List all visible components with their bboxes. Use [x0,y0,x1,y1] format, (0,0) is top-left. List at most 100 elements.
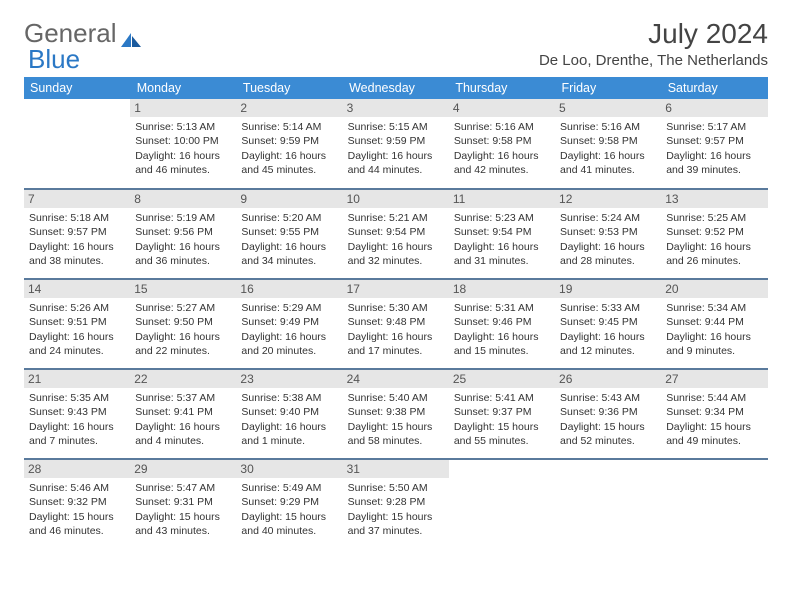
day-cell: 15Sunrise: 5:27 AMSunset: 9:50 PMDayligh… [130,279,236,369]
day-cell: 7Sunrise: 5:18 AMSunset: 9:57 PMDaylight… [24,189,130,279]
day-cell: 2Sunrise: 5:14 AMSunset: 9:59 PMDaylight… [236,99,342,189]
day-cell: 6Sunrise: 5:17 AMSunset: 9:57 PMDaylight… [661,99,767,189]
day-number: 31 [343,460,449,478]
sunrise-text: Sunrise: 5:31 AM [454,301,550,315]
daylight-text: Daylight: 16 hours and 45 minutes. [241,149,337,177]
day-number: 16 [236,280,342,298]
sunrise-text: Sunrise: 5:13 AM [135,120,231,134]
day-number: 27 [661,370,767,388]
sunrise-text: Sunrise: 5:30 AM [348,301,444,315]
day-number: 29 [130,460,236,478]
sunrise-text: Sunrise: 5:34 AM [666,301,762,315]
day-number: 28 [24,460,130,478]
weekday-saturday: Saturday [661,77,767,99]
sunrise-text: Sunrise: 5:50 AM [348,481,444,495]
daylight-text: Daylight: 16 hours and 44 minutes. [348,149,444,177]
sunrise-text: Sunrise: 5:35 AM [29,391,125,405]
day-cell: 31Sunrise: 5:50 AMSunset: 9:28 PMDayligh… [343,459,449,549]
sunrise-text: Sunrise: 5:44 AM [666,391,762,405]
daylight-text: Daylight: 16 hours and 22 minutes. [135,330,231,358]
day-cell: 12Sunrise: 5:24 AMSunset: 9:53 PMDayligh… [555,189,661,279]
sunrise-text: Sunrise: 5:33 AM [560,301,656,315]
daylight-text: Daylight: 16 hours and 12 minutes. [560,330,656,358]
daylight-text: Daylight: 15 hours and 37 minutes. [348,510,444,538]
day-number: 12 [555,190,661,208]
sunrise-text: Sunrise: 5:41 AM [454,391,550,405]
daylight-text: Daylight: 16 hours and 38 minutes. [29,240,125,268]
day-number: 10 [343,190,449,208]
day-number: 30 [236,460,342,478]
day-number: 25 [449,370,555,388]
weekday-thursday: Thursday [449,77,555,99]
day-number: 21 [24,370,130,388]
day-cell: 14Sunrise: 5:26 AMSunset: 9:51 PMDayligh… [24,279,130,369]
day-cell [449,459,555,549]
daylight-text: Daylight: 16 hours and 31 minutes. [454,240,550,268]
sunrise-text: Sunrise: 5:47 AM [135,481,231,495]
sunset-text: Sunset: 9:59 PM [348,134,444,148]
title-block: July 2024 De Loo, Drenthe, The Netherlan… [539,18,768,69]
day-number: 7 [24,190,130,208]
day-cell: 27Sunrise: 5:44 AMSunset: 9:34 PMDayligh… [661,369,767,459]
daylight-text: Daylight: 16 hours and 28 minutes. [560,240,656,268]
daylight-text: Daylight: 15 hours and 52 minutes. [560,420,656,448]
sunset-text: Sunset: 9:49 PM [241,315,337,329]
day-number: 5 [555,99,661,117]
day-cell: 4Sunrise: 5:16 AMSunset: 9:58 PMDaylight… [449,99,555,189]
sunrise-text: Sunrise: 5:43 AM [560,391,656,405]
sunset-text: Sunset: 9:45 PM [560,315,656,329]
day-cell: 9Sunrise: 5:20 AMSunset: 9:55 PMDaylight… [236,189,342,279]
day-cell: 13Sunrise: 5:25 AMSunset: 9:52 PMDayligh… [661,189,767,279]
daylight-text: Daylight: 16 hours and 17 minutes. [348,330,444,358]
sunrise-text: Sunrise: 5:25 AM [666,211,762,225]
sunset-text: Sunset: 9:44 PM [666,315,762,329]
daylight-text: Daylight: 15 hours and 58 minutes. [348,420,444,448]
daylight-text: Daylight: 16 hours and 4 minutes. [135,420,231,448]
weekday-tuesday: Tuesday [236,77,342,99]
sunset-text: Sunset: 9:57 PM [666,134,762,148]
day-cell: 5Sunrise: 5:16 AMSunset: 9:58 PMDaylight… [555,99,661,189]
daylight-text: Daylight: 16 hours and 7 minutes. [29,420,125,448]
weekday-wednesday: Wednesday [343,77,449,99]
daylight-text: Daylight: 16 hours and 46 minutes. [135,149,231,177]
daylight-text: Daylight: 15 hours and 55 minutes. [454,420,550,448]
sunset-text: Sunset: 9:41 PM [135,405,231,419]
daylight-text: Daylight: 16 hours and 42 minutes. [454,149,550,177]
calendar-table: SundayMondayTuesdayWednesdayThursdayFrid… [24,77,768,549]
sunset-text: Sunset: 9:52 PM [666,225,762,239]
sunrise-text: Sunrise: 5:27 AM [135,301,231,315]
sunset-text: Sunset: 9:37 PM [454,405,550,419]
day-number: 6 [661,99,767,117]
daylight-text: Daylight: 15 hours and 49 minutes. [666,420,762,448]
day-cell: 1Sunrise: 5:13 AMSunset: 10:00 PMDayligh… [130,99,236,189]
daylight-text: Daylight: 15 hours and 40 minutes. [241,510,337,538]
sunset-text: Sunset: 9:57 PM [29,225,125,239]
day-number: 1 [130,99,236,117]
day-number: 19 [555,280,661,298]
day-cell: 11Sunrise: 5:23 AMSunset: 9:54 PMDayligh… [449,189,555,279]
daylight-text: Daylight: 16 hours and 9 minutes. [666,330,762,358]
sail-icon [119,25,143,43]
daylight-text: Daylight: 16 hours and 24 minutes. [29,330,125,358]
sunrise-text: Sunrise: 5:21 AM [348,211,444,225]
daylight-text: Daylight: 16 hours and 36 minutes. [135,240,231,268]
day-number: 11 [449,190,555,208]
day-cell: 26Sunrise: 5:43 AMSunset: 9:36 PMDayligh… [555,369,661,459]
daylight-text: Daylight: 16 hours and 34 minutes. [241,240,337,268]
sunrise-text: Sunrise: 5:38 AM [241,391,337,405]
day-cell: 8Sunrise: 5:19 AMSunset: 9:56 PMDaylight… [130,189,236,279]
daylight-text: Daylight: 16 hours and 39 minutes. [666,149,762,177]
day-cell: 21 Sunrise: 5:35 AMSunset: 9:43 PMDayligh… [24,369,130,459]
day-cell: 22Sunrise: 5:37 AMSunset: 9:41 PMDayligh… [130,369,236,459]
day-cell: 17Sunrise: 5:30 AMSunset: 9:48 PMDayligh… [343,279,449,369]
daylight-text: Daylight: 16 hours and 1 minute. [241,420,337,448]
sunset-text: Sunset: 9:43 PM [29,405,125,419]
week-row: 7Sunrise: 5:18 AMSunset: 9:57 PMDaylight… [24,189,768,279]
day-number: 13 [661,190,767,208]
logo-text-blue: Blue [28,44,80,75]
sunset-text: Sunset: 9:54 PM [348,225,444,239]
sunset-text: Sunset: 9:58 PM [560,134,656,148]
sunrise-text: Sunrise: 5:26 AM [29,301,125,315]
sunset-text: Sunset: 9:51 PM [29,315,125,329]
weekday-header-row: SundayMondayTuesdayWednesdayThursdayFrid… [24,77,768,99]
